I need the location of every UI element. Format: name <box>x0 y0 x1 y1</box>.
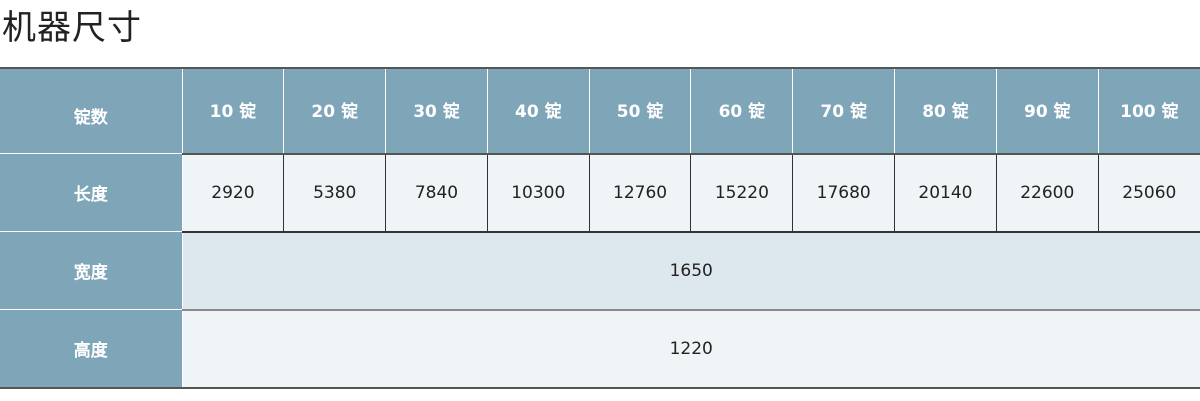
length-value: 12760 <box>589 152 692 233</box>
length-value: 25060 <box>1098 152 1200 233</box>
height-row: 高度 1220 <box>0 309 1200 388</box>
spindle-count: 100 锭 <box>1098 68 1200 154</box>
spindle-count: 80 锭 <box>894 68 997 154</box>
spindle-count: 10 锭 <box>182 68 285 154</box>
length-value: 20140 <box>894 152 997 233</box>
length-row: 长度 2920 5380 7840 10300 12760 15220 1768… <box>0 152 1200 233</box>
spindle-count: 70 锭 <box>792 68 896 154</box>
spindle-count: 30 锭 <box>385 68 488 154</box>
height-value: 1220 <box>182 309 1200 388</box>
length-value: 7840 <box>385 152 488 233</box>
length-label: 长度 <box>0 153 183 232</box>
length-value: 10300 <box>487 152 590 233</box>
page-title: 机器尺寸 <box>2 8 142 48</box>
width-value: 1650 <box>182 231 1200 311</box>
height-label: 高度 <box>0 309 183 388</box>
spindle-count: 50 锭 <box>589 68 692 154</box>
width-label: 宽度 <box>0 231 183 310</box>
length-value: 5380 <box>283 152 387 233</box>
length-value: 15220 <box>690 152 794 233</box>
length-value: 17680 <box>792 152 896 233</box>
spindle-count: 40 锭 <box>487 68 590 154</box>
machine-dimensions-table: 锭数 10 锭 20 锭 30 锭 40 锭 50 锭 60 锭 70 锭 80… <box>0 67 1200 389</box>
spindle-count: 20 锭 <box>283 68 387 154</box>
length-value: 2920 <box>182 152 285 233</box>
width-row: 宽度 1650 <box>0 231 1200 311</box>
spindles-row: 锭数 10 锭 20 锭 30 锭 40 锭 50 锭 60 锭 70 锭 80… <box>0 68 1200 154</box>
spindles-label: 锭数 <box>0 68 183 154</box>
spindle-count: 90 锭 <box>996 68 1099 154</box>
spindle-count: 60 锭 <box>690 68 794 154</box>
length-value: 22600 <box>996 152 1099 233</box>
